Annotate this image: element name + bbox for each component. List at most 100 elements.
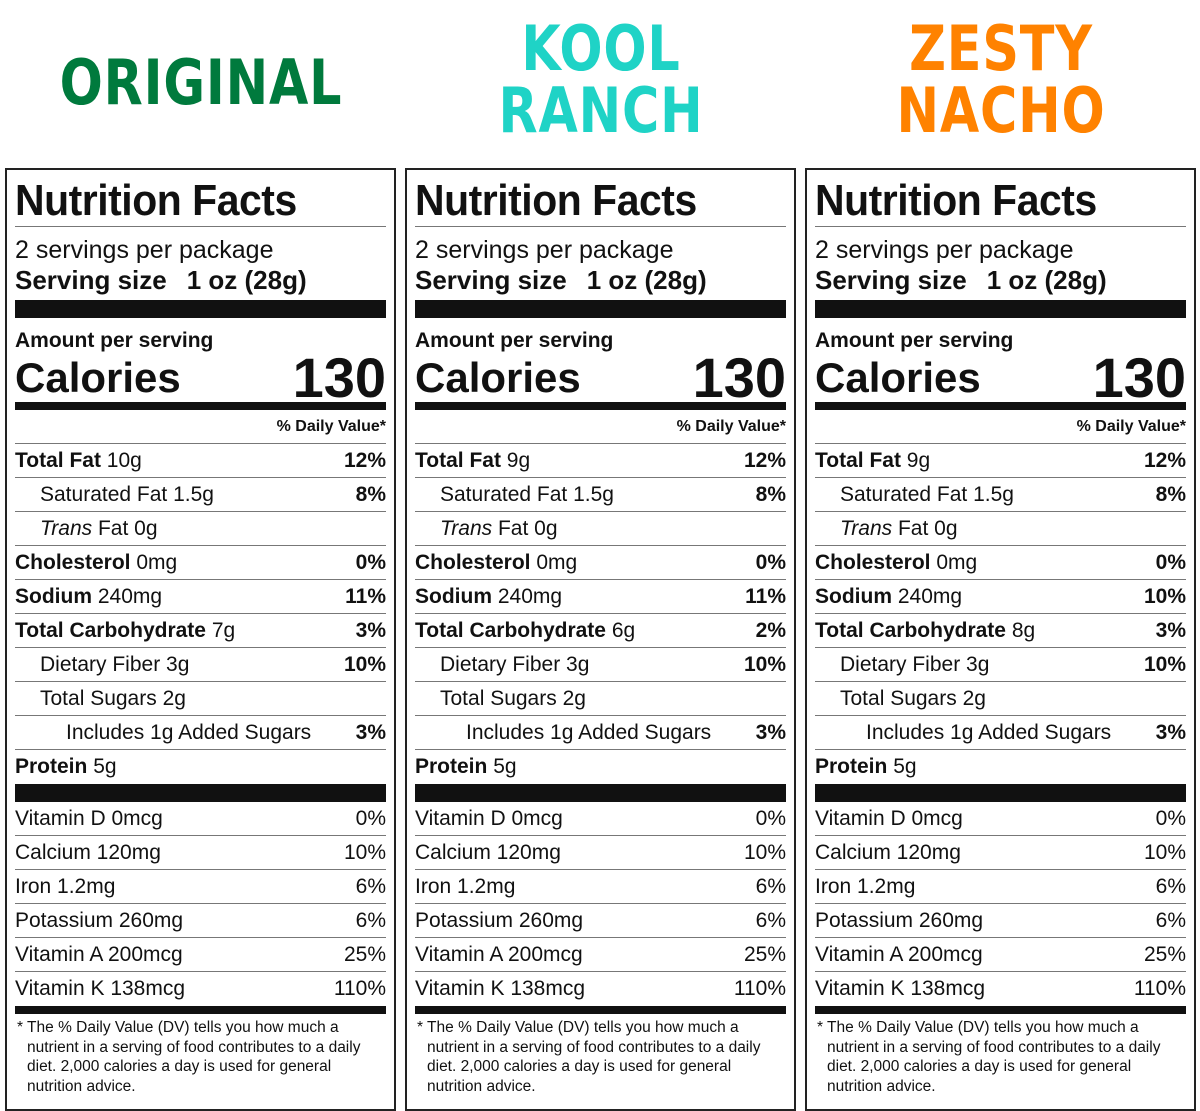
panel-title: Nutrition Facts	[15, 176, 297, 225]
nutrient-row: Dietary Fiber 3g 10%	[415, 648, 786, 682]
medium-divider	[815, 402, 1186, 410]
nutrient-row: Trans Fat 0g	[415, 512, 786, 546]
nutrient-amount: 8g	[1011, 619, 1036, 642]
calories-value: 130	[292, 346, 386, 409]
nutrient-amount: 1.5g	[973, 483, 1014, 506]
nutrient-row: Cholesterol 0mg 0%	[415, 546, 786, 580]
vitamin-row: Vitamin D 0mcg 0%	[15, 802, 386, 836]
nutrient-amount: 0mg	[136, 551, 178, 574]
nutrient-amount: 10g	[106, 449, 142, 472]
nutrient-name: Total Sugars	[840, 687, 957, 710]
vitamin-row: Iron 1.2mg 6%	[815, 870, 1186, 904]
nutrient-row: Total Sugars 2g	[415, 682, 786, 716]
serving-size: Serving size 1 oz (28g)	[15, 265, 386, 295]
vitamin-name: Vitamin A 200mcg	[815, 943, 983, 966]
nutrient-name: Total Sugars	[440, 687, 557, 710]
vitamin-daily-value: 25%	[743, 943, 786, 966]
calories-label: Calories	[815, 354, 981, 401]
nutrient-name: Total Sugars	[40, 687, 157, 710]
serving-size-label: Serving size	[415, 265, 567, 295]
nutrient-row: Dietary Fiber 3g 10%	[15, 648, 386, 682]
nutrient-name: Saturated Fat	[840, 483, 968, 506]
vitamin-row: Calcium 120mg 10%	[15, 836, 386, 870]
nutrient-amount: 240mg	[497, 585, 563, 608]
nutrient-name: Saturated Fat	[40, 483, 168, 506]
vitamin-daily-value: 6%	[355, 875, 386, 898]
nutrient-amount: 3g	[966, 653, 990, 676]
thick-divider	[15, 300, 386, 318]
thick-divider	[815, 784, 1186, 802]
nutrient-amount: 7g	[211, 619, 236, 642]
thick-divider	[415, 300, 786, 318]
nutrient-amount: 0mg	[936, 551, 978, 574]
nutrient-amount: 240mg	[897, 585, 963, 608]
nutrient-name: Trans	[440, 517, 493, 540]
vitamin-name: Vitamin A 200mcg	[415, 943, 583, 966]
nutrient-daily-value: 10%	[1143, 653, 1186, 676]
calories-label: Calories	[15, 354, 181, 401]
nutrient-amount: 0g	[534, 517, 558, 540]
nutrient-amount: 6g	[611, 619, 636, 642]
nutrient-name: Protein	[15, 755, 88, 778]
vitamin-name: Calcium 120mg	[15, 841, 161, 864]
nutrient-daily-value: 10%	[743, 653, 786, 676]
nutrient-name: Protein	[815, 755, 888, 778]
servings-per-package: 2 servings per package	[15, 236, 274, 264]
amount-per-serving: Amount per serving	[415, 329, 614, 352]
daily-value-header: % Daily Value*	[415, 410, 786, 444]
calories-value: 130	[692, 346, 786, 409]
footnote: * The % Daily Value (DV) tells you how m…	[17, 1019, 361, 1095]
nutrient-daily-value: 2%	[755, 619, 786, 642]
nutrient-row: Protein 5g	[815, 750, 1186, 784]
nutrient-row: Total Fat 9g 12%	[815, 444, 1186, 478]
nutrient-name: Dietary Fiber	[840, 653, 961, 676]
nutrient-row: Sodium 240mg 11%	[15, 580, 386, 614]
medium-divider	[815, 1006, 1186, 1014]
vitamin-row: Potassium 260mg 6%	[15, 904, 386, 938]
nutrient-daily-value: 8%	[755, 483, 786, 506]
nutrient-amount: 9g	[506, 449, 531, 472]
nutrient-name: Sodium	[815, 585, 892, 608]
nutrient-row: Cholesterol 0mg 0%	[815, 546, 1186, 580]
vitamin-daily-value: 110%	[733, 977, 786, 1000]
nutrient-name: Saturated Fat	[440, 483, 568, 506]
vitamin-daily-value: 25%	[1143, 943, 1186, 966]
vitamin-name: Vitamin D 0mcg	[15, 807, 163, 830]
vitamin-daily-value: 0%	[755, 807, 786, 830]
nutrient-row: Total Sugars 2g	[815, 682, 1186, 716]
serving-size-value: 1 oz (28g)	[186, 265, 307, 295]
calories-row: Calories 130	[815, 350, 1186, 406]
nutrient-name: Total Fat	[415, 449, 501, 472]
nutrient-name: Protein	[415, 755, 488, 778]
nutrient-name: Total Carbohydrate	[415, 619, 606, 642]
nutrient-name-suffix: Fat	[497, 517, 529, 540]
nutrient-name: Trans	[40, 517, 93, 540]
panel-title: Nutrition Facts	[415, 176, 697, 225]
nutrient-daily-value: 10%	[343, 653, 386, 676]
calories-row: Calories 130	[15, 346, 386, 409]
vitamin-row: Calcium 120mg 10%	[415, 836, 786, 870]
nutrient-amount: 5g	[893, 755, 917, 778]
vitamin-daily-value: 6%	[1155, 875, 1186, 898]
nutrient-amount: 240mg	[97, 585, 163, 608]
nutrient-daily-value: 3%	[1155, 619, 1186, 642]
vitamin-name: Iron 1.2mg	[415, 875, 516, 898]
nutrient-daily-value: 12%	[343, 449, 386, 472]
nutrient-daily-value: 0%	[355, 551, 386, 574]
nutrient-row: Saturated Fat 1.5g 8%	[15, 478, 386, 512]
vitamin-name: Potassium 260mg	[15, 909, 184, 932]
nutrient-row: Cholesterol 0mg 0%	[15, 546, 386, 580]
vitamin-daily-value: 0%	[355, 807, 386, 830]
vitamin-name: Potassium 260mg	[815, 909, 984, 932]
nutrient-name: Dietary Fiber	[40, 653, 161, 676]
vitamin-daily-value: 110%	[333, 977, 386, 1000]
vitamin-name: Potassium 260mg	[415, 909, 584, 932]
footnote: * The % Daily Value (DV) tells you how m…	[817, 1019, 1161, 1095]
nutrient-amount: 2g	[562, 687, 586, 710]
nutrient-row: Protein 5g	[415, 750, 786, 784]
nutrient-row: Includes 1g Added Sugars 3%	[415, 716, 786, 750]
nutrient-name: Total Carbohydrate	[15, 619, 206, 642]
vitamin-row: Vitamin K 138mcg 110%	[415, 972, 786, 1006]
nutrient-amount: 1.5g	[173, 483, 214, 506]
vitamin-name: Calcium 120mg	[815, 841, 961, 864]
